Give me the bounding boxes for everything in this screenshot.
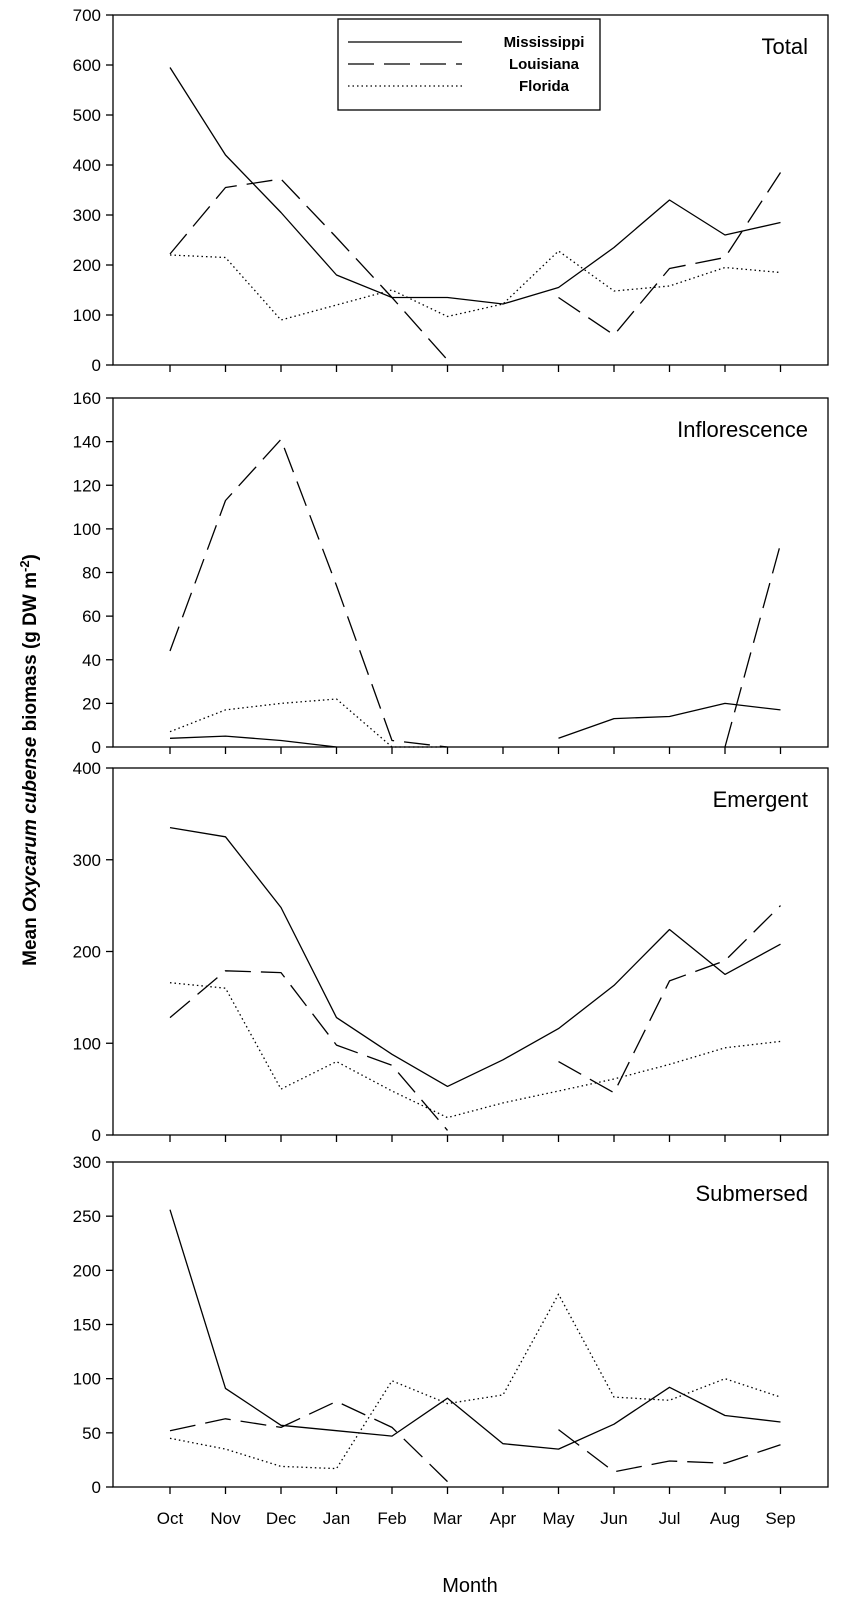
x-tick-label: Jul <box>659 1509 681 1528</box>
legend-label-florida: Florida <box>519 78 570 95</box>
x-tick-label: Dec <box>266 1509 297 1528</box>
x-tick-label: Feb <box>377 1509 406 1528</box>
x-tick-label: May <box>542 1509 575 1528</box>
y-axis-title: Mean Oxycarum cubense biomass (g DW m-2) <box>17 554 42 966</box>
series-line-florida <box>169 982 781 1119</box>
y-tick-label: 120 <box>73 476 101 495</box>
x-tick-label: Oct <box>157 1509 184 1528</box>
y-tick-label: 200 <box>73 1261 101 1280</box>
series-line-mississippi <box>169 1209 781 1450</box>
y-tick-label: 250 <box>73 1207 101 1226</box>
y-tick-label: 0 <box>92 738 101 757</box>
y-tick-label: 400 <box>73 156 101 175</box>
y-tick-label: 0 <box>92 356 101 375</box>
y-tick-label: 100 <box>73 520 101 539</box>
y-tick-label: 700 <box>73 6 101 25</box>
series-line-florida <box>169 250 781 321</box>
series-line-florida <box>169 1293 781 1470</box>
series-line-louisiana <box>169 905 781 1131</box>
panel-title: Emergent <box>713 787 808 812</box>
legend-label-louisiana: Louisiana <box>509 56 580 73</box>
x-tick-label: Nov <box>210 1509 241 1528</box>
panels: 0100200300400500600700Total0204060801001… <box>73 6 829 1528</box>
y-tick-label: 100 <box>73 1034 101 1053</box>
series-line-mississippi <box>169 702 781 748</box>
x-tick-label: Mar <box>433 1509 463 1528</box>
y-tick-label: 500 <box>73 106 101 125</box>
y-tick-label: 0 <box>92 1126 101 1145</box>
y-tick-label: 200 <box>73 943 101 962</box>
y-tick-label: 600 <box>73 56 101 75</box>
panel-total: 0 100 200 300 400 500 600 700 Total <box>73 6 829 375</box>
y-tick-label: 50 <box>82 1424 101 1443</box>
panel-emergent: 0 100 200 300 400 Emergent <box>73 759 829 1145</box>
x-tick-label: Aug <box>710 1509 740 1528</box>
y-tick-label: 40 <box>82 651 101 670</box>
x-tick-label: Apr <box>490 1509 517 1528</box>
y-tick-label: 300 <box>73 851 101 870</box>
y-tick-label: 0 <box>92 1478 101 1497</box>
x-tick-label: Jun <box>600 1509 627 1528</box>
panel-frame <box>112 1161 829 1488</box>
legend-label-mississippi: Mississippi <box>504 34 585 51</box>
y-tick-label: 20 <box>82 694 101 713</box>
y-tick-label: 300 <box>73 206 101 225</box>
x-tick-label: Jan <box>323 1509 350 1528</box>
y-tick-label: 200 <box>73 256 101 275</box>
series-line-florida <box>169 698 448 748</box>
panel-frame <box>112 767 829 1136</box>
panel-title: Inflorescence <box>677 417 808 442</box>
series-line-louisiana <box>169 1400 781 1483</box>
legend-box <box>337 18 601 111</box>
legend: Mississippi Louisiana Florida <box>337 18 601 111</box>
panel-inflorescence: 0 20 40 60 80 100 120 140 160 Inflorescence <box>73 389 829 757</box>
panel-frame <box>112 397 829 748</box>
x-tick-label: Sep <box>765 1509 795 1528</box>
y-tick-label: 150 <box>73 1316 101 1335</box>
y-tick-label: 300 <box>73 1153 101 1172</box>
y-tick-label: 80 <box>82 564 101 583</box>
panel-title: Total <box>762 34 808 59</box>
y-tick-label: 400 <box>73 759 101 778</box>
series-line-mississippi <box>169 826 781 1088</box>
y-tick-label: 100 <box>73 306 101 325</box>
y-tick-label: 60 <box>82 607 101 626</box>
y-tick-label: 160 <box>73 389 101 408</box>
y-tick-label: 140 <box>73 433 101 452</box>
y-tick-label: 100 <box>73 1370 101 1389</box>
x-axis-title: Month <box>442 1575 498 1597</box>
panel-title: Submersed <box>695 1181 808 1206</box>
panel-frame <box>112 14 829 366</box>
series-line-louisiana <box>169 438 782 748</box>
panel-submersed: 0 50 100 150 200 250 300 Submersed <box>73 1153 829 1497</box>
series-line-louisiana <box>169 172 782 361</box>
series-line-mississippi <box>169 67 781 305</box>
